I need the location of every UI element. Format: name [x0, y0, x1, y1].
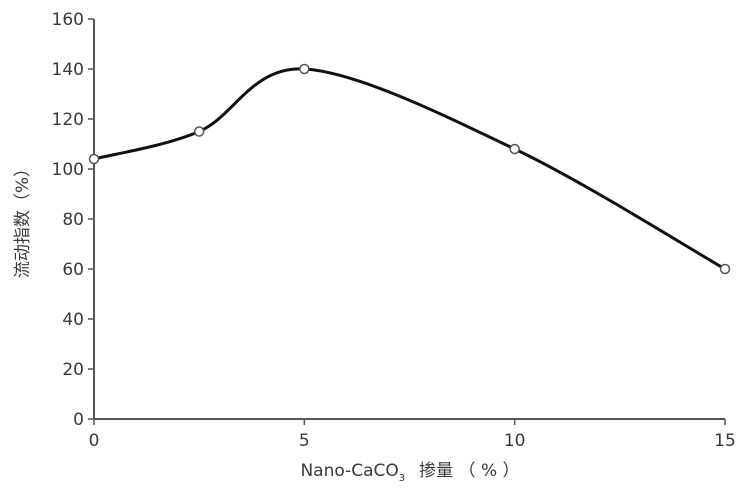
y-tick-label: 160: [52, 10, 84, 30]
x-tick-label: 0: [89, 431, 100, 451]
data-point-marker: [88, 153, 100, 165]
data-point-marker: [193, 126, 205, 137]
x-axis-title-suffix: 掺量 （ % ）: [419, 461, 519, 481]
axes: [93, 19, 725, 420]
x-axis-title: Nano-CaCO3 掺量 （ % ）: [300, 461, 519, 484]
y-tick-label: 20: [62, 360, 84, 380]
y-tick-label: 120: [52, 110, 84, 130]
y-tick-label: 40: [62, 310, 84, 330]
x-tick-label: 15: [714, 431, 736, 451]
data-markers: [88, 63, 731, 275]
x-tick-label: 10: [504, 431, 526, 451]
data-point-marker: [509, 143, 520, 155]
series-line: [93, 67, 726, 271]
data-point-marker: [299, 63, 310, 75]
y-tick-label: 100: [52, 160, 84, 180]
y-tick-label: 0: [73, 410, 84, 430]
x-axis-title-prefix: Nano-CaCO: [300, 461, 398, 481]
y-tick-label: 60: [62, 260, 84, 280]
x-axis-title-subscript: 3: [399, 473, 405, 484]
x-tick-label: 5: [299, 431, 310, 451]
x-ticks: 0 5 10 15: [89, 419, 736, 451]
y-axis-title: 流动指数（%）: [13, 160, 33, 278]
y-ticks: 0 20 40 60 80 100 120 140 160: [52, 10, 94, 430]
data-point-marker: [719, 263, 731, 275]
y-tick-label: 140: [52, 60, 84, 80]
y-tick-label: 80: [62, 210, 84, 230]
